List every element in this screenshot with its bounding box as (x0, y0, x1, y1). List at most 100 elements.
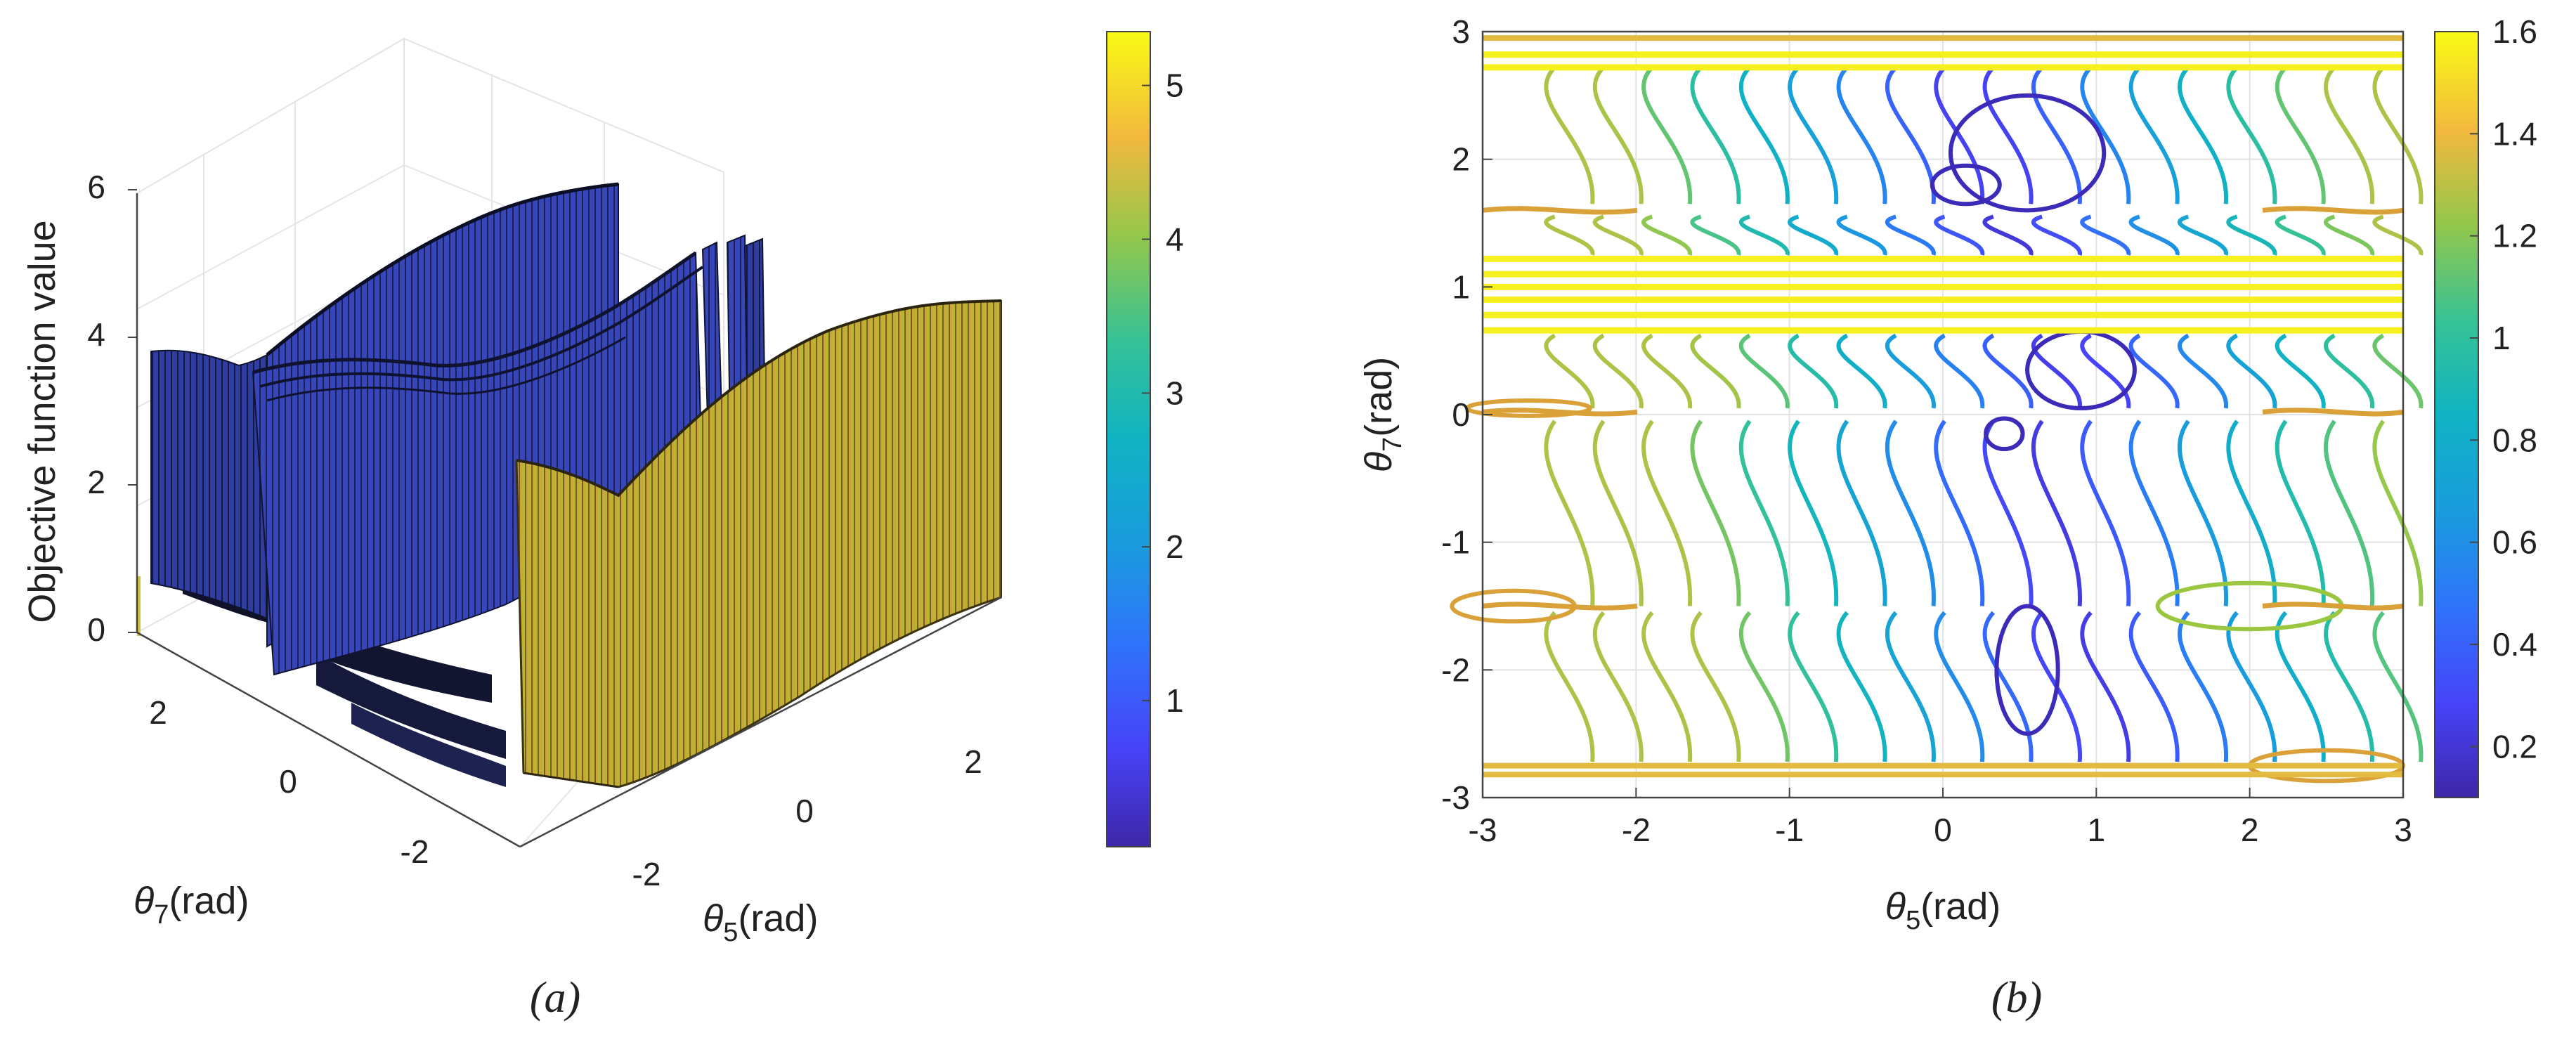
contour-line (1593, 214, 1644, 256)
contour-x-tick-label: -1 (1775, 812, 1804, 848)
colorbar-a-tick-label: 5 (1166, 67, 1184, 104)
contour-line (1885, 611, 1936, 762)
y-axis-unit: (rad) (169, 880, 249, 922)
contour-line (2031, 214, 2082, 256)
contour-line (1982, 333, 2034, 409)
colorbar-a: 1 2 3 4 5 (1106, 31, 1184, 847)
contour-line (1934, 333, 1984, 409)
contour-line (1690, 611, 1741, 762)
contour-line (1544, 420, 1595, 606)
x-axis-subscript: 5 (723, 918, 738, 947)
contour-line (2031, 611, 2082, 762)
z-axis-ticks: 0 2 4 6 (87, 169, 137, 648)
contour-line (1788, 65, 1839, 204)
contour-line (2372, 65, 2424, 204)
contour-line (2031, 65, 2082, 204)
colorbar-a-tick-label: 3 (1166, 375, 1184, 411)
y-axis-label: θ7(rad) (134, 880, 249, 930)
colorbar-b-tick-label: 0.8 (2492, 422, 2537, 458)
colorbar-b: 1.6 1.4 1.2 1 0.8 0.6 0.4 0.2 (2434, 13, 2537, 798)
x-tick-label: -2 (632, 856, 661, 892)
contour-line (2324, 214, 2374, 256)
contour-y-tick-label: -2 (1441, 651, 1470, 688)
contour-level-line (1482, 206, 1638, 215)
contour-x-axis-label: θ5(rad) (1885, 885, 2001, 935)
contour-level-line (2262, 408, 2404, 417)
contour-line (1885, 333, 1936, 409)
contour-y-axis-label: θ7(rad) (1358, 357, 1407, 472)
z-axis-label: Objective function value (21, 220, 63, 623)
contour-line (2178, 333, 2228, 409)
contour-line (1641, 65, 1693, 204)
y-axis-ticks: 2 0 -2 (149, 694, 429, 870)
panel-label-a: (a) (530, 974, 580, 1022)
contour-x-unit: (rad) (1920, 885, 2001, 928)
contour-line (2372, 420, 2424, 606)
contour-line (1788, 420, 1839, 606)
contour-line (2128, 611, 2180, 762)
contour-y-symbol: θ (1358, 452, 1400, 472)
contour-line (1836, 420, 1887, 606)
contour-line (2324, 420, 2375, 606)
y-tick-label: 2 (149, 694, 167, 731)
contour-line (2128, 214, 2180, 256)
colorbar-b-gradient (2434, 31, 2479, 798)
contour-line (1885, 214, 1936, 256)
contour-x-tick-label: 0 (1934, 812, 1952, 848)
contour-line (2080, 65, 2131, 204)
colorbar-a-tick-label: 1 (1166, 682, 1184, 719)
contour-level-line (1482, 602, 1638, 611)
wall-left (150, 349, 268, 620)
contour-line (1738, 420, 1790, 606)
contour-loop (1948, 93, 2107, 213)
contour-line (2178, 611, 2228, 762)
contour-x-tick-label: 1 (2088, 812, 2106, 848)
contour-level-line (2262, 602, 2404, 611)
colorbar-a-tick-label: 4 (1166, 221, 1184, 257)
contour-level-line (1482, 408, 1638, 417)
contour-line (1641, 420, 1693, 606)
contour-ticks: -3 -2 -1 0 1 2 3 3 2 1 0 -1 -2 -3 (1441, 13, 2412, 848)
x-axis-label: θ5(rad) (703, 897, 818, 947)
contour-line (1738, 611, 1790, 762)
contour-line (1982, 65, 2034, 204)
x-tick-label: 2 (964, 743, 982, 780)
x-axis-symbol: θ (703, 897, 723, 940)
contour-line (1690, 214, 1741, 256)
contour-line (1641, 214, 1692, 256)
contour-y-tick-label: 1 (1452, 268, 1470, 305)
contour-y-tick-label: -3 (1441, 779, 1470, 816)
contour-line (1544, 65, 1595, 204)
contour-line (2080, 611, 2131, 762)
colorbar-a-tick-label: 2 (1166, 528, 1184, 565)
contour-line (2275, 333, 2326, 409)
contour-y-subscript: 7 (1378, 437, 1407, 452)
y-tick-label: -2 (401, 833, 429, 870)
contour-line (2324, 611, 2374, 762)
contour-line (1641, 333, 1692, 409)
contour-line (1592, 611, 1644, 762)
contour-line (2275, 214, 2326, 256)
z-tick-label: 2 (87, 464, 105, 500)
contour-line (2226, 65, 2277, 204)
contour-line (1690, 333, 1741, 409)
contour-loop (1994, 604, 2060, 736)
contour-level-line (2262, 206, 2404, 215)
contour-loop (1465, 398, 1592, 418)
contour-line (2226, 214, 2277, 256)
contour-line (2128, 420, 2180, 606)
contour-line (2226, 420, 2277, 606)
contour-line (1836, 333, 1887, 409)
contour-line (2275, 65, 2326, 204)
contour-line (1836, 611, 1887, 762)
contour-line (1934, 214, 1984, 256)
contour-line (1982, 214, 2034, 256)
contour-line (1592, 65, 1644, 204)
z-tick-label: 0 (87, 611, 105, 648)
z-tick-label: 6 (87, 169, 105, 205)
contour-line (2178, 420, 2228, 606)
contour-x-tick-label: 3 (2394, 812, 2412, 848)
contour-line (2080, 420, 2131, 606)
contour-line (2177, 65, 2228, 204)
